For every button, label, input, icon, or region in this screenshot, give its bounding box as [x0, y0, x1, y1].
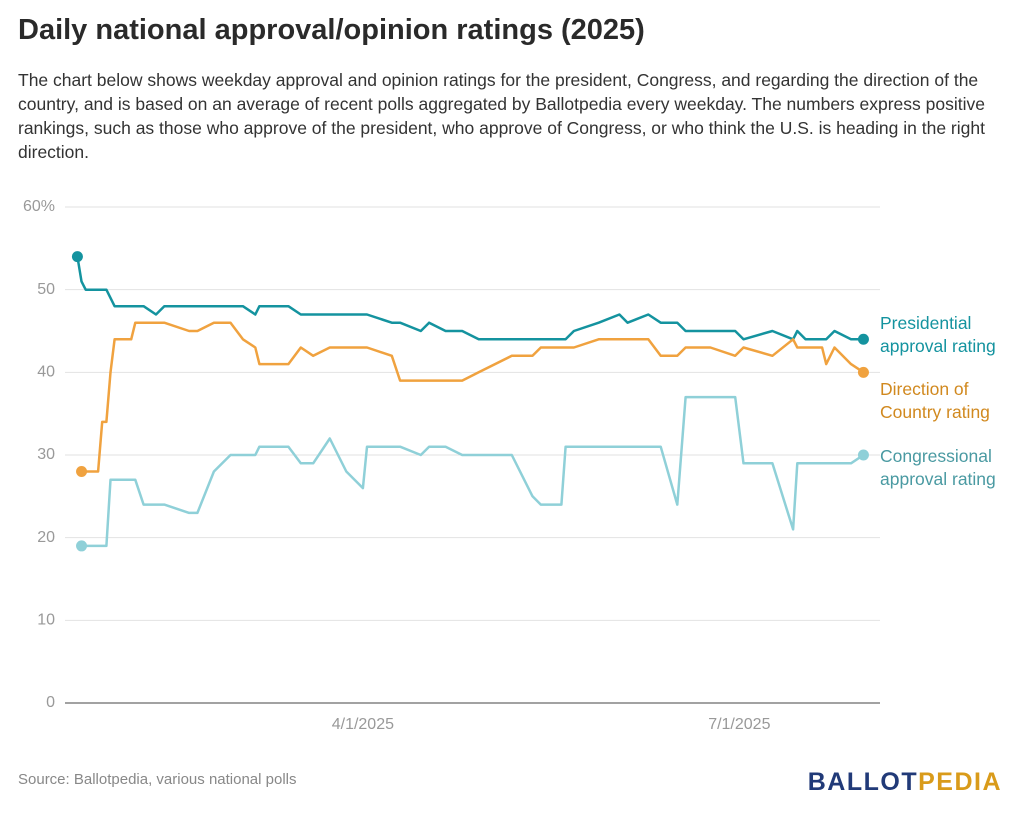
end-dot [857, 333, 869, 345]
series-label: Presidential approval rating [880, 313, 996, 357]
series-label: Congressional approval rating [880, 446, 996, 489]
end-dot [76, 540, 88, 552]
series-line [81, 395, 865, 548]
end-dot [76, 466, 88, 478]
x-tick-label: 7/1/2025 [708, 716, 770, 733]
end-dot [857, 449, 869, 461]
chart-title: Daily national approval/opinion ratings … [18, 14, 645, 46]
y-tick-label: 0 [46, 694, 55, 711]
brand-part: BALLOT [807, 768, 919, 796]
brand-part: PEDIA [918, 768, 1002, 796]
brand-logo: BALLOTPEDIA [808, 768, 1002, 797]
y-tick-label: 60% [23, 198, 55, 215]
x-tick-label: 4/1/2025 [332, 716, 394, 733]
y-tick-label: 10 [37, 612, 55, 629]
y-tick-label: 30 [37, 446, 55, 463]
series-label: Direction of Country rating [880, 379, 990, 423]
end-dot [857, 366, 869, 378]
y-tick-label: 50 [37, 281, 55, 298]
source-note: Source: Ballotpedia, various national po… [18, 771, 297, 788]
series-line [76, 256, 864, 341]
chart-subtitle: The chart below shows weekday approval a… [18, 70, 985, 162]
end-dot [71, 251, 83, 263]
series-line [81, 321, 865, 473]
y-tick-label: 40 [37, 364, 55, 381]
y-tick-label: 20 [37, 529, 55, 546]
